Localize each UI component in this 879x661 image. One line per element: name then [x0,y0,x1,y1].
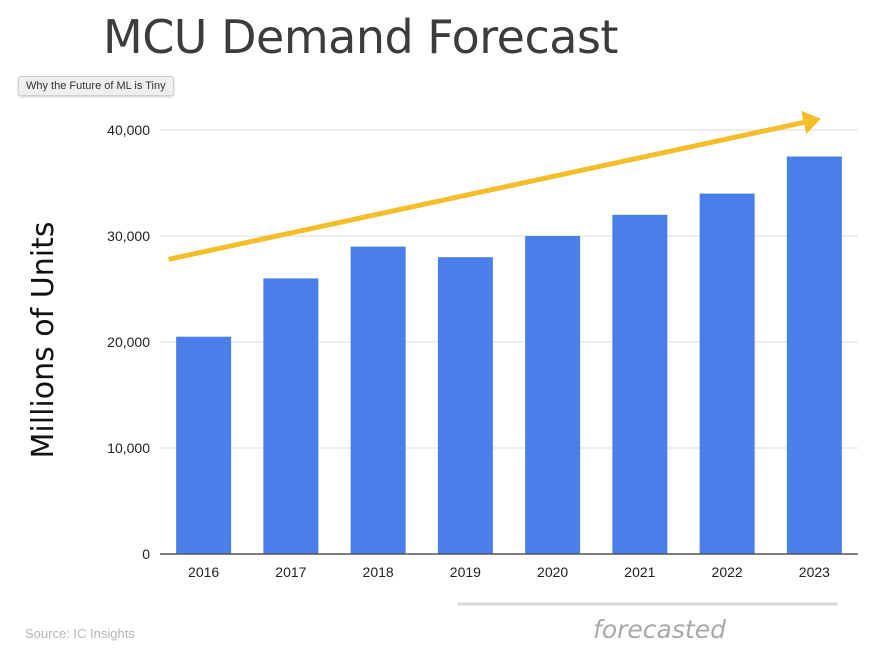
bar-2019 [437,257,493,554]
y-tick-label: 0 [142,546,150,562]
chart-title: MCU Demand Forecast [103,10,618,64]
y-tick-label: 40,000 [107,122,150,138]
x-tick-label: 2021 [624,564,655,580]
trend-arrow-line [168,110,821,262]
tooltip: Why the Future of ML is Tiny [18,76,174,96]
x-tick-label: 2017 [275,564,306,580]
bar-2017 [263,278,319,554]
y-tick-label: 10,000 [107,440,150,456]
bar-2018 [350,246,406,554]
bars [176,156,842,555]
forecast-label: forecasted [593,615,726,644]
bar-2022 [699,193,755,554]
bar-2023 [786,156,842,554]
x-tick-label: 2020 [537,564,568,580]
x-tick-label: 2016 [188,564,219,580]
bar-2016 [176,336,232,554]
trend-arrow [168,110,821,262]
bar-2020 [525,236,581,554]
y-axis-label: Millions of Units [26,222,61,459]
axis-labels: 0 10,000 20,000 30,000 40,000 2016 2017 2018 201… [107,122,830,580]
x-tick-label: 2018 [363,564,394,580]
x-tick-label: 2023 [799,564,830,580]
x-tick-label: 2019 [450,564,481,580]
x-tick-label: 2022 [712,564,743,580]
bar-2021 [612,214,668,555]
y-tick-label: 30,000 [107,228,150,244]
source-note: Source: IC Insights [25,626,135,641]
y-tick-label: 20,000 [107,334,150,350]
